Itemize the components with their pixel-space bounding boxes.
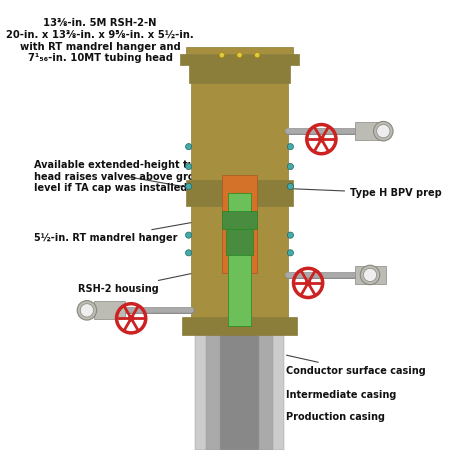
Circle shape — [287, 183, 293, 190]
Circle shape — [364, 268, 377, 282]
FancyBboxPatch shape — [191, 184, 288, 326]
Circle shape — [80, 304, 93, 317]
Circle shape — [377, 125, 390, 138]
Circle shape — [319, 137, 324, 142]
FancyBboxPatch shape — [195, 295, 284, 450]
Circle shape — [287, 164, 293, 170]
Circle shape — [185, 183, 192, 190]
FancyBboxPatch shape — [180, 54, 299, 65]
Circle shape — [128, 316, 134, 321]
Circle shape — [185, 250, 192, 256]
FancyBboxPatch shape — [206, 295, 273, 450]
Circle shape — [219, 53, 225, 58]
FancyBboxPatch shape — [355, 122, 385, 140]
Text: 13⅜-in. 5M RSH-2-N
20-in. x 13⅜-in. x 9⅝-in. x 5½-in.
with RT mandrel hanger and: 13⅜-in. 5M RSH-2-N 20-in. x 13⅜-in. x 9⅝… — [6, 18, 194, 63]
FancyBboxPatch shape — [186, 47, 292, 54]
FancyBboxPatch shape — [222, 211, 257, 228]
Text: Conductor surface casing: Conductor surface casing — [286, 355, 426, 376]
Circle shape — [374, 122, 393, 141]
Circle shape — [185, 232, 192, 238]
Circle shape — [237, 53, 242, 58]
Circle shape — [185, 164, 192, 170]
FancyBboxPatch shape — [189, 60, 291, 83]
Circle shape — [287, 250, 293, 256]
Circle shape — [77, 301, 97, 320]
Circle shape — [360, 265, 380, 285]
Text: Type H BPV prep: Type H BPV prep — [293, 188, 442, 198]
FancyBboxPatch shape — [93, 302, 125, 319]
Circle shape — [287, 143, 293, 150]
FancyBboxPatch shape — [191, 83, 288, 193]
Text: RSH-2 housing: RSH-2 housing — [78, 273, 192, 294]
Circle shape — [305, 280, 311, 286]
Text: Intermediate casing: Intermediate casing — [286, 390, 396, 400]
Circle shape — [287, 232, 293, 238]
Text: Available extended-height tubing
head raises valves above ground
level if TA cap: Available extended-height tubing head ra… — [34, 160, 219, 193]
FancyBboxPatch shape — [186, 180, 292, 207]
Text: 5½-in. RT mandrel hanger: 5½-in. RT mandrel hanger — [34, 223, 192, 243]
Circle shape — [255, 53, 260, 58]
FancyBboxPatch shape — [182, 317, 297, 335]
FancyBboxPatch shape — [228, 193, 251, 326]
Circle shape — [185, 143, 192, 150]
FancyBboxPatch shape — [226, 220, 253, 255]
FancyBboxPatch shape — [355, 266, 385, 284]
FancyBboxPatch shape — [222, 175, 257, 273]
FancyBboxPatch shape — [219, 295, 259, 450]
Text: Production casing: Production casing — [286, 412, 385, 422]
